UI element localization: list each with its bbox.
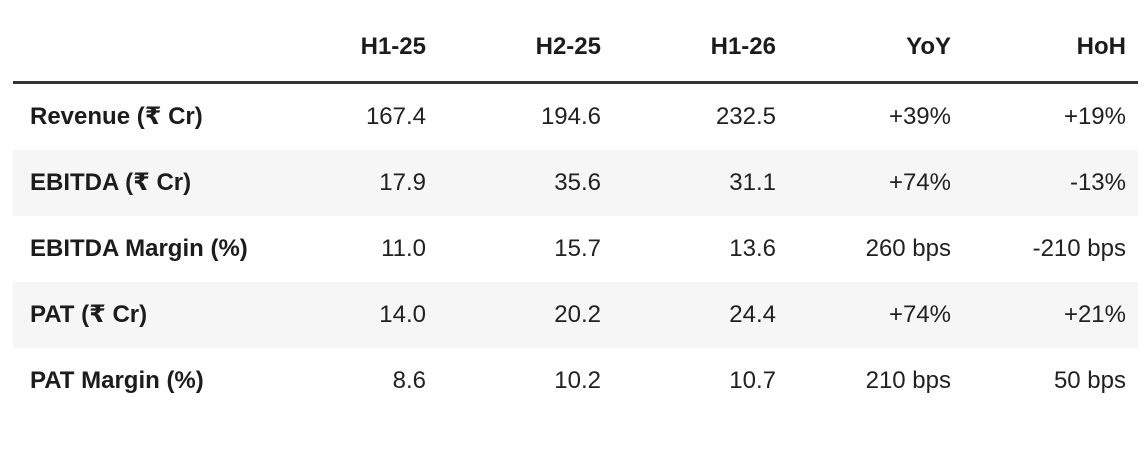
value-cell: 232.5: [715, 103, 776, 130]
table-row: Revenue (₹ Cr) 167.4 194.6 232.5 +39% +19%: [13, 84, 1138, 150]
row-label: EBITDA Margin (%): [30, 235, 248, 262]
value-cell: +39%: [888, 103, 951, 130]
value-cell: 50 bps: [1053, 367, 1126, 394]
table-row: PAT Margin (%) 8.6 10.2 10.7 210 bps 50 bps: [13, 348, 1138, 414]
value-cell: 35.6: [554, 169, 601, 196]
value-cell: 11.0: [381, 235, 426, 262]
table-body: Revenue (₹ Cr) 167.4 194.6 232.5 +39% +19% EBI…: [13, 84, 1138, 414]
value-cell: +74%: [888, 169, 951, 196]
header-cell: H2-25: [535, 32, 601, 60]
table-row: EBITDA Margin (%) 11.0 15.7 13.6 260 bps -210…: [13, 216, 1138, 282]
table-row: PAT (₹ Cr) 14.0 20.2 24.4 +74% +21%: [13, 282, 1138, 348]
row-label: Revenue (₹ Cr): [30, 103, 203, 130]
value-cell: 31.1: [729, 169, 776, 196]
value-cell: +19%: [1063, 103, 1126, 130]
value-cell: 14.0: [379, 301, 426, 328]
row-label: PAT (₹ Cr): [30, 301, 148, 328]
row-label: EBITDA (₹ Cr): [30, 169, 192, 196]
value-cell: 194.6: [540, 103, 601, 130]
value-cell: -13%: [1069, 169, 1126, 196]
value-cell: 20.2: [554, 301, 601, 328]
table-row: EBITDA (₹ Cr) 17.9 35.6 31.1 +74% -13%: [13, 150, 1138, 216]
value-cell: 210 bps: [865, 367, 951, 394]
value-cell: 260 bps: [865, 235, 951, 262]
row-label: PAT Margin (%): [30, 367, 204, 394]
table-header-row: H1-25 H2-25 H1-26 YoY HoH: [13, 0, 1138, 84]
value-cell: 24.4: [729, 301, 776, 328]
value-cell: +21%: [1063, 301, 1126, 328]
value-cell: 15.7: [554, 235, 601, 262]
value-cell: -210 bps: [1032, 235, 1126, 262]
value-cell: 8.6: [392, 367, 426, 394]
header-cell: H1-26: [710, 32, 776, 60]
header-cell-metric: [13, 35, 263, 47]
value-cell: 167.4: [365, 103, 426, 130]
header-cell: HoH: [1076, 32, 1126, 60]
header-cell: H1-25: [360, 32, 426, 60]
value-cell: 13.6: [729, 235, 776, 262]
value-cell: 10.2: [554, 367, 601, 394]
financial-summary-table: H1-25 H2-25 H1-26 YoY HoH Revenue (₹ Cr) 167.…: [13, 0, 1138, 414]
header-cell: YoY: [906, 32, 951, 60]
value-cell: 17.9: [379, 169, 426, 196]
value-cell: +74%: [888, 301, 951, 328]
value-cell: 10.7: [729, 367, 776, 394]
